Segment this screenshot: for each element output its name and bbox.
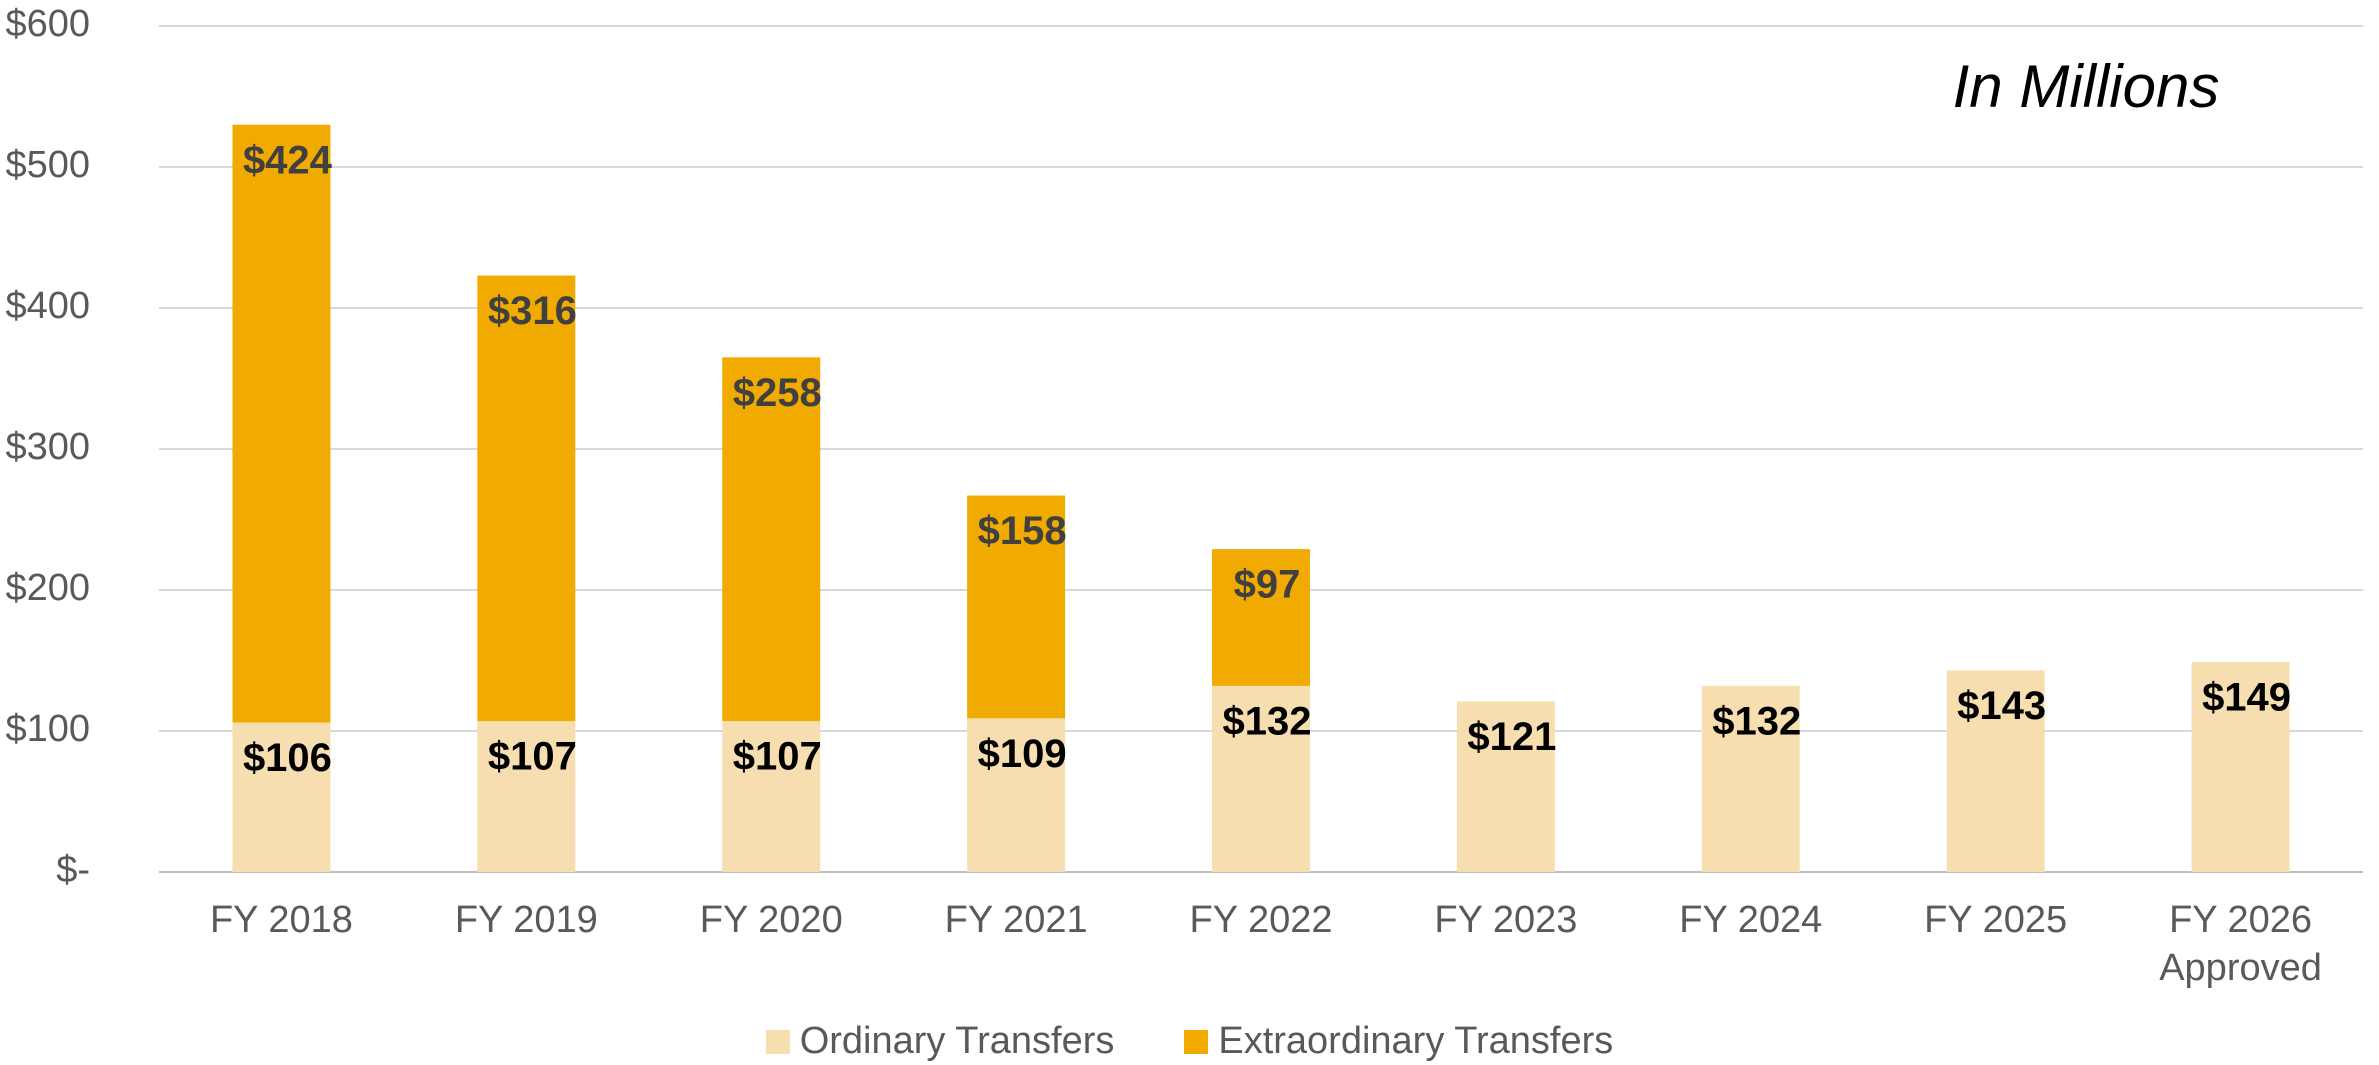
data-label: $132: [1223, 699, 1312, 743]
x-tick-label: FY 2019: [454, 899, 598, 941]
data-label: $107: [488, 735, 577, 779]
legend: Ordinary Transfers Extraordinary Transfer…: [0, 1020, 2379, 1063]
bar-segment: [1946, 670, 2045, 872]
legend-swatch: [1184, 1029, 1209, 1054]
x-tick-label: FY 2026 Approved: [2159, 899, 2322, 989]
bar-segment: [232, 722, 331, 872]
data-label: $258: [733, 371, 822, 415]
y-tick-label: $600: [5, 3, 90, 45]
bar-segment: [722, 721, 821, 872]
y-tick-label: $500: [5, 144, 90, 186]
x-tick-label: FY 2018: [209, 899, 353, 941]
bar-segment: [722, 357, 821, 722]
data-label: $316: [488, 289, 577, 333]
x-tick-label: FY 2024: [1679, 899, 1823, 941]
y-tick-label: $-: [56, 849, 90, 891]
bar-segment: [1212, 549, 1310, 686]
y-tick-label: $300: [5, 426, 90, 468]
legend-label: Extraordinary Transfers: [1218, 1020, 1614, 1062]
legend-item: Extraordinary Transfers: [1184, 1020, 1613, 1063]
x-tick-label: FY 2020: [699, 899, 843, 941]
bar-segment: [477, 275, 576, 722]
data-label: $143: [1957, 684, 2046, 728]
y-tick-label: $400: [5, 285, 90, 327]
bar-segment: [1456, 701, 1555, 872]
y-tick-label: $200: [5, 567, 90, 609]
data-label: $132: [1712, 699, 1801, 743]
x-tick-label: FY 2025: [1924, 899, 2068, 941]
bar-segment: [232, 124, 331, 723]
data-label: $107: [733, 735, 822, 779]
x-tick-label: FY 2021: [944, 899, 1088, 941]
legend-swatch: [765, 1029, 790, 1054]
bar-segment: [1212, 685, 1310, 872]
data-label: $109: [978, 732, 1067, 776]
bar-segment: [1701, 685, 1800, 872]
data-label: $149: [2202, 675, 2291, 719]
legend-item: Ordinary Transfers: [765, 1020, 1115, 1063]
y-tick-label: $100: [5, 708, 90, 750]
x-tick-label: FY 2023: [1434, 899, 1578, 941]
legend-label: Ordinary Transfers: [799, 1020, 1115, 1062]
data-label: $121: [1467, 715, 1556, 759]
data-label: $158: [978, 509, 1067, 553]
data-label: $106: [243, 736, 332, 780]
x-tick-label: FY 2022: [1189, 899, 1333, 941]
bar-segment: [2191, 661, 2290, 872]
bar-segment: [967, 495, 1066, 719]
data-label: $424: [243, 138, 333, 182]
data-label: $97: [1234, 563, 1301, 607]
annotation: In Millions: [1953, 53, 2220, 120]
bar-segment: [967, 718, 1066, 872]
bar-segment: [477, 721, 576, 872]
